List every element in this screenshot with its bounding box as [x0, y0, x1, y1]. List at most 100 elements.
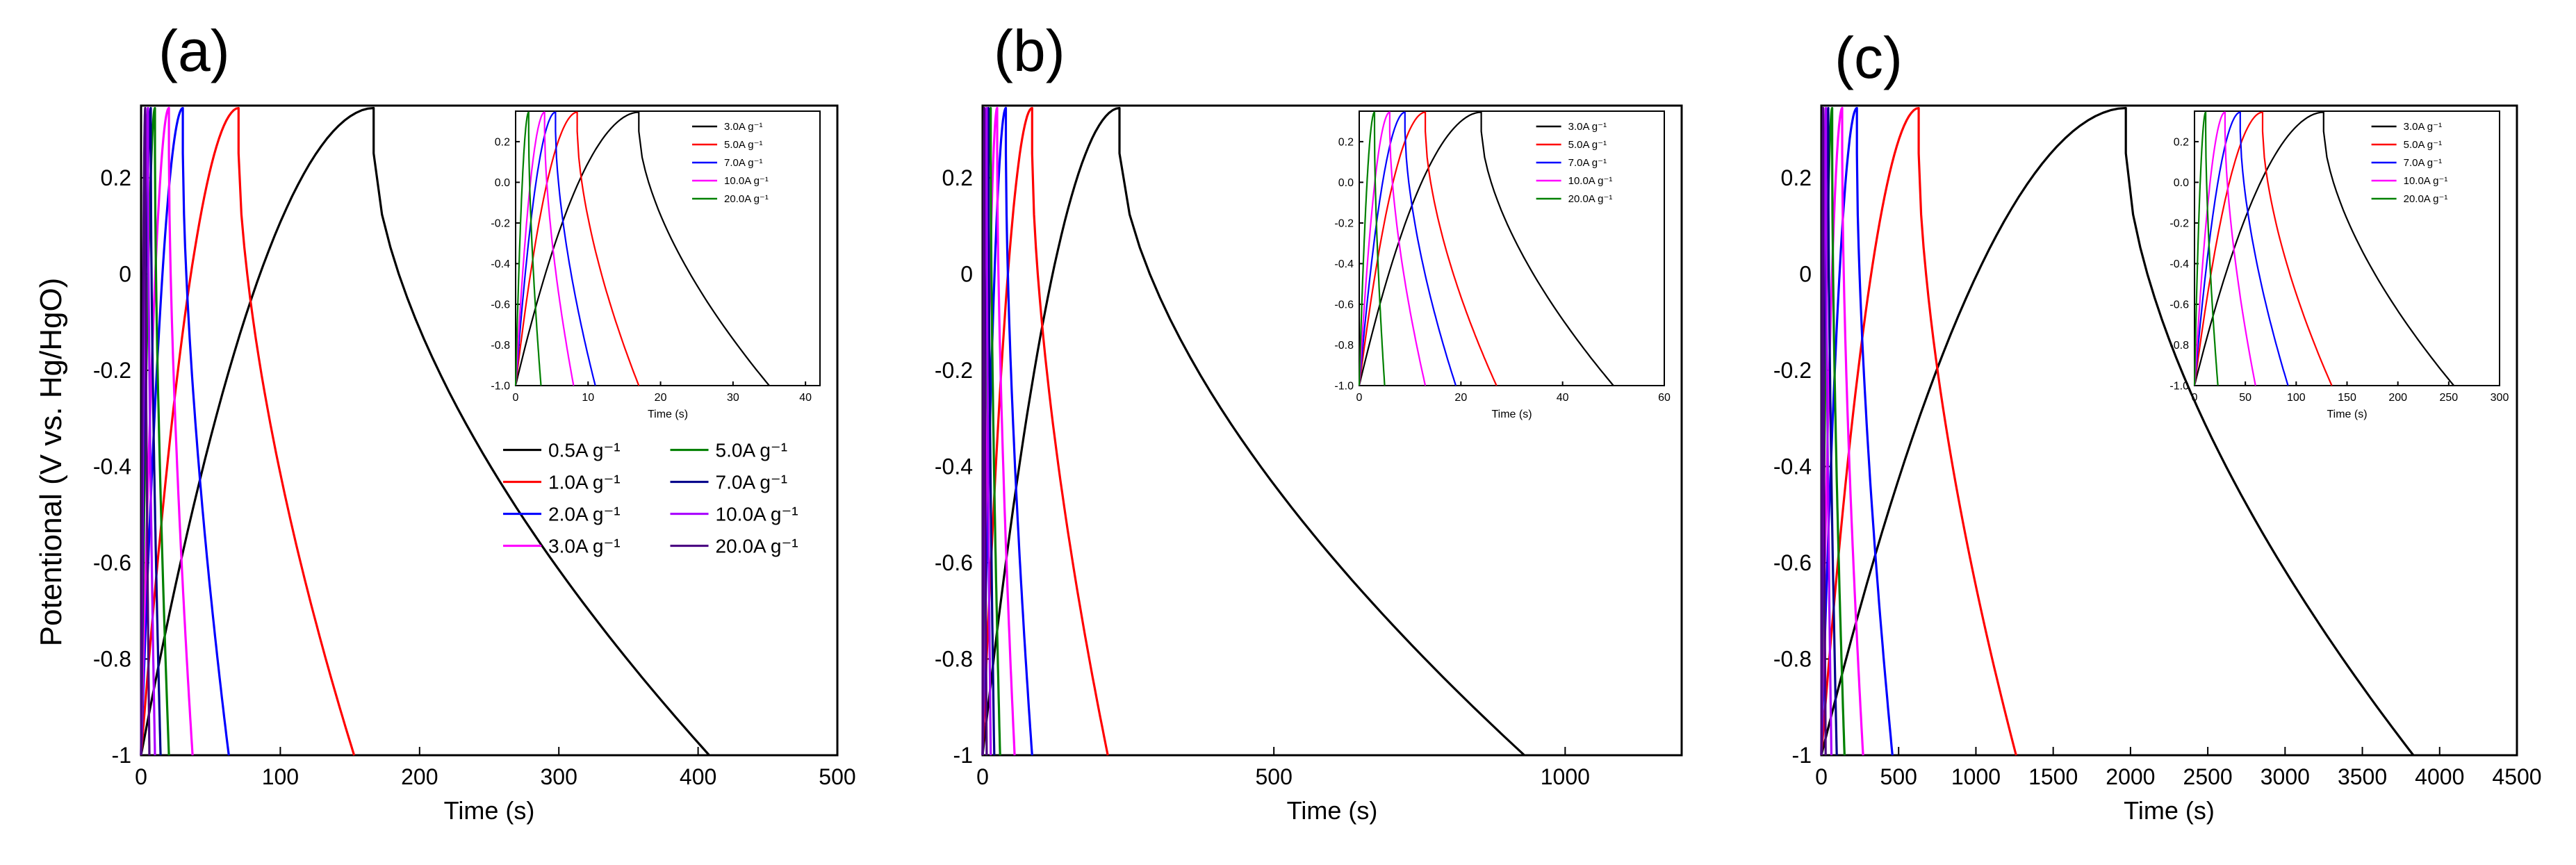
main-c-series-line: [1820, 106, 1827, 756]
inset-c-legend-label: 10.0A g⁻¹: [2404, 175, 2448, 187]
inset-a-ytick-label: -0.2: [491, 218, 510, 230]
main-a-ytick-label: -0.4: [93, 454, 131, 479]
main-a-legend-label: 1.0A g⁻¹: [548, 472, 621, 493]
main-c-series-line: [1820, 106, 2415, 756]
main-c-series-line: [1820, 106, 1894, 756]
inset-a-xtick-label: 10: [582, 392, 594, 404]
main-a-ytick-label: -0.2: [93, 358, 131, 383]
main-b-ytick-label: -0.2: [935, 358, 973, 383]
main-c-series-line: [1820, 106, 2017, 756]
main-c-xtick-label: 1500: [2028, 764, 2078, 789]
main-c-xtick-label: 2000: [2106, 764, 2155, 789]
inset-a-xtick-label: 40: [799, 392, 812, 404]
inset-c-series-line: [2193, 111, 2455, 386]
panel-b: (b) 0 500 1000 -1 -0.8 -0.6 -0.4 -0.2 0 0.2 Time (s…: [935, 18, 1683, 825]
main-b-xtick-label: 500: [1255, 764, 1292, 789]
inset-a-series-line: [514, 111, 596, 386]
panel-c: (c)0 500 1000 1500 2000 2500 3000 3500 4000 4500-…: [1773, 25, 2542, 825]
inset-b-xtick-label: 40: [1557, 392, 1569, 404]
main-b-xtick-label: 1000: [1541, 764, 1590, 789]
main-a-series-line: [140, 106, 230, 756]
inset-c-ytick-label: -1.0: [2169, 381, 2189, 393]
inset-c-series-line: [2193, 111, 2219, 386]
main-c-xtick-label: 4000: [2415, 764, 2464, 789]
inset-b-series-line: [1358, 111, 1614, 386]
inset-b-legend-label: 3.0A g⁻¹: [1568, 121, 1607, 133]
panel-label-a: (a): [158, 18, 230, 83]
inset-c-xtick-label: 150: [2338, 392, 2356, 404]
main-c-ytick-label: -0.4: [1773, 454, 1812, 479]
inset-b-legend-label: 5.0A g⁻¹: [1568, 139, 1607, 151]
main-c-ytick-label: 0: [1799, 262, 1812, 287]
inset-a-ytick-label: -1.0: [491, 381, 510, 393]
inset-b-ytick-label: -1.0: [1334, 381, 1354, 393]
inset-a-xtick-label: 20: [655, 392, 667, 404]
panel-label-b: (b): [994, 18, 1065, 83]
main-b-ytick-label: 0: [960, 262, 973, 287]
inset-c-xtick-label: 100: [2287, 392, 2306, 404]
main-a-xtick-label: 400: [680, 764, 716, 789]
main-c-xtick-label: 0: [1815, 764, 1828, 789]
inset-c: 0 50 100 150 200 250 300 -1.0 -0.8 -0.6 -0.4 -0.2 0.…: [2169, 110, 2509, 420]
inset-c-legend-label: 5.0A g⁻¹: [2404, 139, 2442, 151]
inset-b-frame: [1359, 110, 1665, 386]
inset-b-xtick-label: 0: [1356, 392, 1363, 404]
main-b-ytick-label: -0.8: [935, 647, 973, 672]
inset-a: 0 10 20 30 40 -1.0 -0.8 -0.6 -0.4 -0.2 0.0 0.2 Time …: [491, 110, 821, 420]
main-a-series-line: [140, 106, 710, 757]
main-b-ytick-label: -0.6: [935, 550, 973, 575]
inset-c-ytick-label: -0.8: [2169, 340, 2189, 352]
main-a-xtick-label: 0: [135, 764, 147, 789]
inset-b-legend-label: 20.0A g⁻¹: [1568, 193, 1613, 205]
inset-c-ytick-label: -0.6: [2169, 299, 2189, 311]
main-a-ytick-label: 0.2: [101, 165, 131, 190]
main-a-legend-label: 7.0A g⁻¹: [716, 472, 788, 493]
inset-b-series-line: [1358, 111, 1498, 386]
main-b-x-axis-title: Time (s): [1287, 796, 1378, 825]
panel-label-c: (c): [1835, 25, 1903, 90]
inset-b-x-axis-title: Time (s): [1491, 409, 1532, 420]
main-a-legend-label: 2.0A g⁻¹: [548, 504, 621, 525]
inset-b-ytick-label: -0.4: [1334, 258, 1354, 270]
inset-a-legend-label: 3.0A g⁻¹: [724, 121, 762, 133]
inset-c-legend-label: 7.0A g⁻¹: [2404, 157, 2442, 169]
inset-a-ytick-label: 0.0: [495, 177, 510, 189]
inset-a-ytick-label: 0.2: [495, 136, 510, 148]
inset-c-frame: [2194, 110, 2500, 386]
main-c-xtick-label: 500: [1880, 764, 1917, 789]
y-axis-title: Potentional (V vs. Hg/HgO): [34, 278, 68, 647]
inset-c-xtick-label: 300: [2491, 392, 2509, 404]
inset-b-ytick-label: 0.0: [1338, 177, 1354, 189]
inset-b-xtick-label: 20: [1454, 392, 1467, 404]
main-b-series-line: [981, 106, 1525, 757]
main-b-ytick-label: -0.4: [935, 454, 973, 479]
main-a-ytick-label: 0: [119, 262, 131, 287]
main-b-xtick-label: 0: [976, 764, 989, 789]
main-b-series-line: [981, 106, 1109, 756]
inset-b-ytick-label: -0.6: [1334, 299, 1354, 311]
main-a-series-line: [140, 106, 151, 756]
main-c-ytick-label: -1: [1792, 743, 1812, 768]
inset-a-series-line: [514, 111, 770, 386]
inset-a-legend-label: 10.0A g⁻¹: [724, 175, 769, 187]
main-a-legend-label: 0.5A g⁻¹: [548, 440, 621, 461]
inset-c-xtick-label: 50: [2239, 392, 2251, 404]
main-c-xtick-label: 4500: [2492, 764, 2541, 789]
inset-c-x-axis-title: Time (s): [2327, 409, 2367, 420]
inset-a-series-line: [514, 111, 640, 386]
inset-c-series-line: [2193, 111, 2333, 386]
main-c-xtick-label: 2500: [2183, 764, 2233, 789]
main-b-series-line: [981, 106, 988, 756]
main-a-legend-label: 3.0A g⁻¹: [548, 536, 621, 557]
main-c-ytick-label: -0.8: [1773, 647, 1812, 672]
inset-a-x-axis-title: Time (s): [648, 409, 688, 420]
inset-a-legend-label: 5.0A g⁻¹: [724, 139, 762, 151]
main-c-x-axis-title: Time (s): [2124, 796, 2215, 825]
inset-c-xtick-label: 200: [2388, 392, 2407, 404]
inset-c-ytick-label: -0.2: [2169, 218, 2189, 230]
main-c-ytick-label: 0.2: [1781, 165, 1812, 190]
inset-c-legend-label: 3.0A g⁻¹: [2404, 121, 2442, 133]
main-b-ytick-label: -1: [953, 743, 973, 768]
inset-b-legend-label: 10.0A g⁻¹: [1568, 175, 1613, 187]
